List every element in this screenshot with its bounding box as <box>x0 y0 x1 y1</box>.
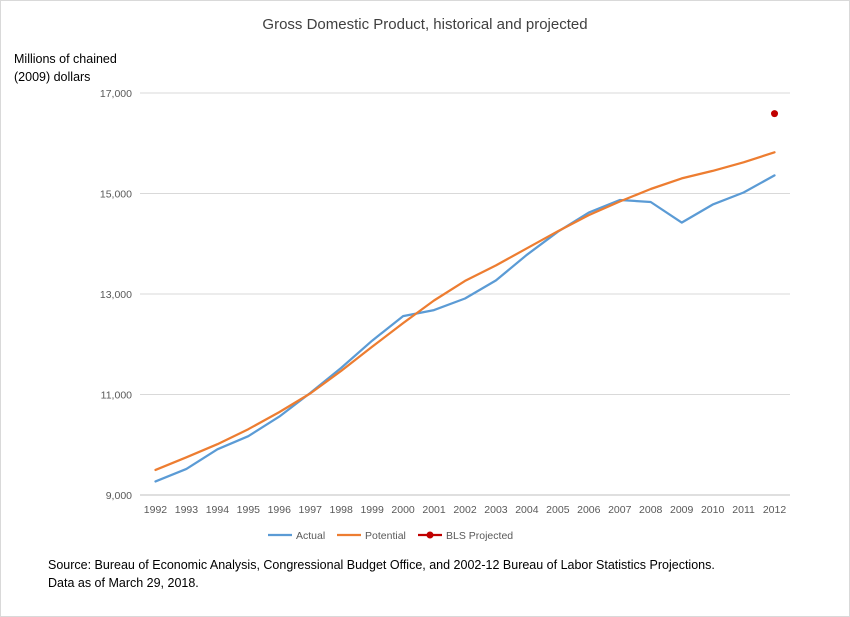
x-tick-label: 2004 <box>515 504 539 516</box>
y-tick-labels: 9,000 11,000 13,000 15,000 17,000 <box>100 88 132 502</box>
data-point-bls-projected <box>771 110 779 118</box>
source-line-1: Source: Bureau of Economic Analysis, Con… <box>48 558 715 572</box>
x-tick-label: 1994 <box>206 504 230 516</box>
series-line-potential <box>154 151 776 472</box>
source-line-2: Data as of March 29, 2018. <box>48 576 199 590</box>
x-tick-label: 1993 <box>175 504 199 516</box>
gridlines <box>140 92 790 496</box>
x-tick-label: 2005 <box>546 504 570 516</box>
y-tick-label: 9,000 <box>106 490 132 502</box>
x-tick-label: 2008 <box>639 504 663 516</box>
x-tick-label: 2007 <box>608 504 632 516</box>
x-tick-label: 1992 <box>144 504 168 516</box>
x-tick-label: 2003 <box>484 504 508 516</box>
y-axis-label-line-2: (2009) dollars <box>14 70 91 84</box>
legend-label-actual: Actual <box>296 530 325 542</box>
x-tick-label: 2001 <box>422 504 446 516</box>
x-tick-label: 1997 <box>299 504 323 516</box>
legend-label-potential: Potential <box>365 530 406 542</box>
x-tick-label: 1998 <box>330 504 354 516</box>
legend-label-bls-projected: BLS Projected <box>446 530 513 542</box>
y-axis-label-line-1: Millions of chained <box>14 52 117 66</box>
legend: Actual Potential BLS Projected <box>268 530 513 542</box>
x-tick-label: 2011 <box>732 504 755 516</box>
x-tick-label: 2002 <box>453 504 477 516</box>
x-tick-label: 2012 <box>763 504 787 516</box>
x-tick-label: 2006 <box>577 504 601 516</box>
y-tick-label: 15,000 <box>100 189 132 201</box>
source-note: Source: Bureau of Economic Analysis, Con… <box>48 556 808 592</box>
x-tick-label: 1999 <box>360 504 384 516</box>
y-axis-label: Millions of chained (2009) dollars <box>14 50 144 86</box>
legend-marker-bls-projected <box>426 531 434 539</box>
series-line-actual <box>154 174 776 483</box>
chart-title: Gross Domestic Product, historical and p… <box>262 16 588 33</box>
series-lines <box>154 110 779 483</box>
x-tick-label: 2000 <box>391 504 415 516</box>
x-tick-label: 2009 <box>670 504 694 516</box>
y-tick-label: 11,000 <box>101 390 132 402</box>
x-tick-label: 1995 <box>237 504 261 516</box>
x-tick-label: 2010 <box>701 504 725 516</box>
x-tick-label: 1996 <box>268 504 292 516</box>
x-tick-labels: 1992 1993 1994 1995 1996 1997 1998 1999 2000 2001… <box>144 504 787 516</box>
y-tick-label: 13,000 <box>100 289 132 301</box>
y-tick-label: 17,000 <box>100 88 132 100</box>
